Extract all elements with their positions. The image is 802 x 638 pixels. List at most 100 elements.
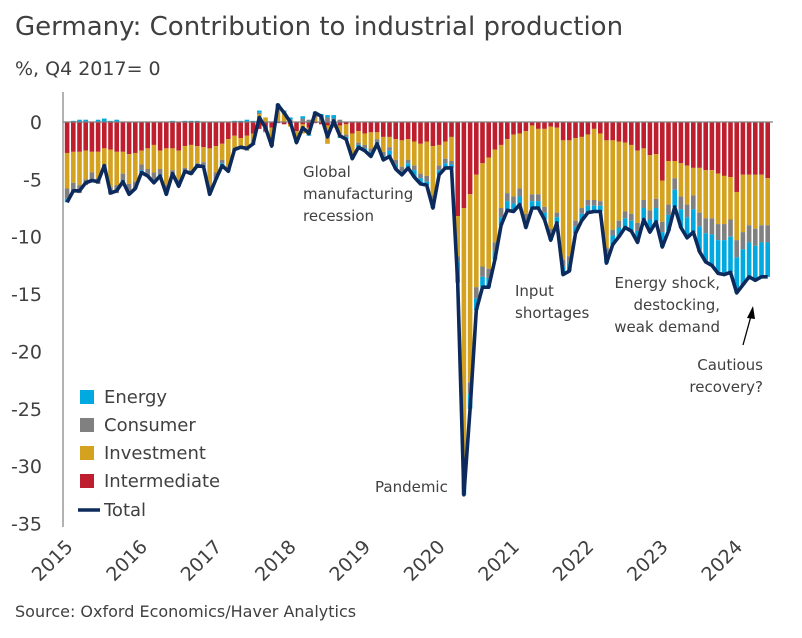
bar-consumer-2020-08	[480, 266, 485, 277]
bar-intermediate-2015-01	[64, 122, 70, 153]
bar-intermediate-2020-11	[498, 122, 504, 145]
bar-intermediate-2016-05	[164, 122, 169, 149]
bar-energy-2024-05	[759, 242, 764, 277]
bar-energy-2015-06	[95, 119, 101, 122]
legend-swatch-energy	[80, 390, 94, 404]
bar-intermediate-2023-12	[728, 122, 733, 178]
bar-investment-2020-11	[498, 144, 504, 209]
bar-consumer-2024-06	[765, 225, 770, 243]
bar-investment-2016-08	[182, 146, 188, 168]
source-note: Source: Oxford Economics/Haver Analytics	[15, 602, 357, 621]
bar-intermediate-2020-10	[492, 122, 498, 150]
bar-energy-2018-03	[300, 116, 305, 119]
bar-intermediate-2020-04	[455, 122, 460, 217]
bar-intermediate-2021-05	[536, 122, 541, 129]
bar-consumer-2020-02	[443, 158, 448, 164]
bar-investment-2021-08	[554, 127, 560, 213]
bar-consumer-2015-11	[126, 183, 132, 192]
bar-intermediate-2023-03	[672, 122, 677, 161]
bar-energy-2017-08	[257, 110, 262, 113]
bar-investment-2016-04	[157, 150, 163, 170]
legend-swatch-intermediate	[80, 474, 94, 488]
bar-investment-2024-04	[753, 174, 758, 229]
bar-investment-2022-03	[598, 133, 603, 202]
bar-investment-2017-03	[226, 139, 231, 167]
bar-investment-2021-01	[511, 134, 516, 197]
bar-energy-2021-01	[511, 203, 516, 212]
bar-energy-2023-12	[728, 236, 733, 273]
bar-intermediate-2022-07	[622, 122, 628, 143]
bar-investment-2021-06	[542, 128, 547, 207]
bar-investment-2020-01	[436, 144, 442, 166]
bar-energy-2019-05	[387, 150, 392, 157]
x-tick-label: 2020	[400, 536, 450, 586]
bar-consumer-2019-08	[405, 159, 411, 164]
bar-consumer-2015-01	[64, 188, 70, 199]
bar-investment-2015-01	[64, 152, 70, 189]
bar-intermediate-2022-02	[591, 122, 597, 129]
bar-consumer-2018-07	[325, 117, 330, 122]
bar-intermediate-2023-01	[660, 122, 665, 181]
bar-intermediate-2015-09	[114, 122, 119, 152]
bar-intermediate-2017-04	[232, 122, 237, 136]
bar-intermediate-2023-04	[678, 122, 684, 164]
chart-title: Germany: Contribution to industrial prod…	[15, 12, 624, 42]
y-tick-label: -25	[11, 399, 42, 421]
bar-investment-2020-02	[443, 141, 448, 159]
bar-intermediate-2021-07	[548, 122, 553, 127]
bar-investment-2020-06	[467, 194, 473, 383]
bar-intermediate-2018-03	[300, 122, 305, 125]
bar-consumer-2021-03	[523, 213, 529, 221]
bar-intermediate-2016-12	[207, 122, 212, 149]
bar-consumer-2022-07	[622, 211, 628, 219]
bar-investment-2015-04	[83, 150, 88, 180]
bar-investment-2017-04	[232, 135, 237, 149]
bar-investment-2021-03	[523, 131, 529, 214]
bar-intermediate-2016-07	[176, 122, 181, 151]
legend-label-total: Total	[103, 500, 146, 521]
bar-intermediate-2019-07	[399, 122, 405, 141]
bar-consumer-2019-11	[424, 175, 429, 182]
bar-energy-2022-12	[653, 208, 659, 222]
bar-investment-2016-01	[139, 150, 144, 165]
x-tick-label: 2022	[549, 536, 599, 586]
bar-investment-2015-10	[120, 151, 126, 174]
bar-consumer-2018-09	[337, 119, 343, 122]
bar-investment-2016-10	[195, 146, 200, 164]
bar-investment-2022-02	[591, 128, 597, 200]
bar-intermediate-2020-05	[461, 122, 467, 209]
bar-consumer-2019-09	[412, 165, 417, 171]
bar-consumer-2023-04	[678, 196, 684, 210]
arrowhead-icon	[747, 306, 755, 319]
bar-intermediate-2024-02	[740, 122, 746, 175]
bar-investment-2019-11	[424, 141, 429, 176]
bar-consumer-2017-02	[219, 159, 225, 164]
y-tick-label: -30	[11, 456, 42, 478]
bar-investment-2023-07	[697, 167, 702, 213]
bar-intermediate-2016-09	[188, 122, 194, 145]
bar-investment-2020-07	[474, 174, 479, 288]
bar-consumer-2018-04	[306, 119, 312, 122]
bar-intermediate-2015-07	[102, 122, 107, 149]
x-tick-label: 2017	[177, 536, 227, 586]
bar-consumer-2016-04	[157, 169, 163, 175]
bar-investment-2022-06	[616, 141, 622, 221]
bar-investment-2021-12	[579, 136, 584, 209]
bar-intermediate-2024-05	[759, 122, 764, 175]
bar-intermediate-2016-03	[151, 122, 157, 145]
bar-intermediate-2016-06	[170, 122, 175, 149]
bar-investment-2018-02	[294, 131, 299, 140]
bar-intermediate-2015-10	[120, 122, 126, 152]
bar-investment-2020-12	[505, 139, 510, 194]
bar-energy-2020-02	[443, 163, 448, 168]
bar-investment-2020-03	[449, 136, 454, 161]
bar-energy-2024-02	[740, 249, 746, 285]
bar-consumer-2020-11	[498, 208, 504, 218]
bar-intermediate-2021-04	[529, 122, 535, 126]
bar-investment-2017-09	[263, 117, 268, 122]
bar-consumer-2023-11	[722, 224, 727, 241]
bar-intermediate-2021-03	[523, 122, 529, 132]
bar-energy-2023-06	[691, 209, 696, 233]
bar-intermediate-2018-11	[350, 122, 355, 134]
y-tick-label: -15	[11, 284, 42, 306]
